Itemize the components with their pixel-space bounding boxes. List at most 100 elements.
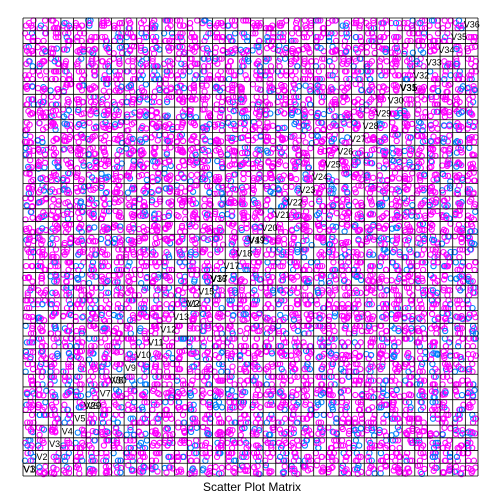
data-point	[65, 465, 73, 472]
data-point	[431, 453, 439, 461]
data-point	[267, 335, 275, 342]
data-point	[105, 310, 113, 317]
data-point	[201, 442, 209, 449]
data-point	[280, 377, 287, 384]
data-point	[218, 368, 225, 375]
data-point	[319, 430, 326, 437]
data-point	[76, 470, 83, 477]
data-point	[130, 157, 137, 165]
data-point	[382, 401, 390, 408]
data-point	[27, 394, 34, 401]
data-point	[330, 429, 338, 436]
data-point	[130, 437, 137, 444]
data-point	[288, 404, 296, 411]
data-point	[452, 259, 459, 266]
data-point	[237, 343, 244, 350]
data-point	[281, 415, 289, 422]
data-point	[270, 424, 277, 431]
data-point	[262, 304, 269, 312]
data-point	[352, 426, 359, 434]
data-point	[325, 453, 332, 461]
data-point	[22, 406, 29, 413]
data-point	[85, 437, 92, 444]
data-point	[254, 386, 261, 394]
data-point	[434, 439, 442, 447]
data-point	[149, 406, 156, 413]
data-point	[61, 377, 69, 384]
data-point	[377, 465, 384, 472]
data-point	[68, 444, 75, 452]
data-point	[49, 203, 56, 210]
data-point	[215, 389, 223, 396]
data-point	[243, 453, 250, 461]
data-point	[97, 235, 105, 243]
data-point	[199, 387, 206, 394]
data-point	[315, 401, 322, 408]
data-point	[163, 301, 170, 308]
data-point	[237, 431, 244, 439]
data-point	[469, 392, 477, 399]
data-point	[359, 392, 366, 400]
data-point	[113, 439, 120, 447]
data-point	[117, 226, 124, 234]
data-point	[166, 381, 173, 388]
data-point	[467, 404, 474, 411]
data-point	[357, 365, 364, 373]
data-point	[43, 387, 50, 394]
data-point	[162, 335, 170, 342]
data-point	[447, 377, 454, 384]
data-point	[240, 453, 247, 461]
data-point	[177, 466, 184, 473]
data-point	[90, 390, 98, 397]
data-point	[127, 415, 134, 422]
data-point	[162, 399, 169, 406]
data-point	[339, 415, 347, 422]
data-point	[155, 415, 162, 422]
data-point	[291, 365, 299, 373]
data-point	[241, 365, 248, 373]
data-point	[123, 390, 130, 397]
data-point	[388, 377, 395, 384]
data-point	[282, 183, 289, 191]
data-point	[163, 469, 170, 476]
data-point	[470, 415, 477, 422]
data-point	[294, 289, 301, 296]
data-point	[401, 469, 408, 476]
data-point	[74, 429, 81, 436]
data-point	[329, 404, 336, 411]
data-point	[143, 171, 151, 179]
data-point	[127, 424, 134, 431]
data-point	[213, 453, 221, 461]
data-point	[288, 415, 296, 422]
data-point	[288, 183, 295, 190]
data-point	[85, 391, 92, 398]
data-point	[91, 381, 98, 388]
data-point	[78, 401, 86, 408]
data-point	[65, 363, 72, 370]
data-point	[270, 316, 277, 323]
data-point	[224, 310, 231, 317]
data-point	[156, 368, 163, 375]
data-point	[27, 254, 35, 261]
data-point	[467, 439, 474, 447]
data-point	[123, 431, 130, 438]
data-point	[413, 426, 421, 434]
data-point	[25, 152, 33, 159]
data-point	[304, 415, 311, 422]
data-point	[176, 272, 183, 279]
data-point	[243, 330, 250, 337]
data-point	[408, 365, 416, 373]
data-point	[89, 427, 96, 435]
data-point	[206, 335, 214, 342]
data-point	[52, 246, 60, 253]
data-point	[267, 390, 274, 398]
data-point	[200, 390, 207, 397]
data-point	[470, 457, 478, 464]
data-point	[465, 292, 473, 299]
data-point	[358, 327, 366, 335]
data-point	[338, 360, 345, 368]
data-point	[330, 259, 337, 266]
data-point	[458, 391, 466, 399]
data-point	[419, 392, 426, 399]
data-point	[337, 389, 345, 396]
